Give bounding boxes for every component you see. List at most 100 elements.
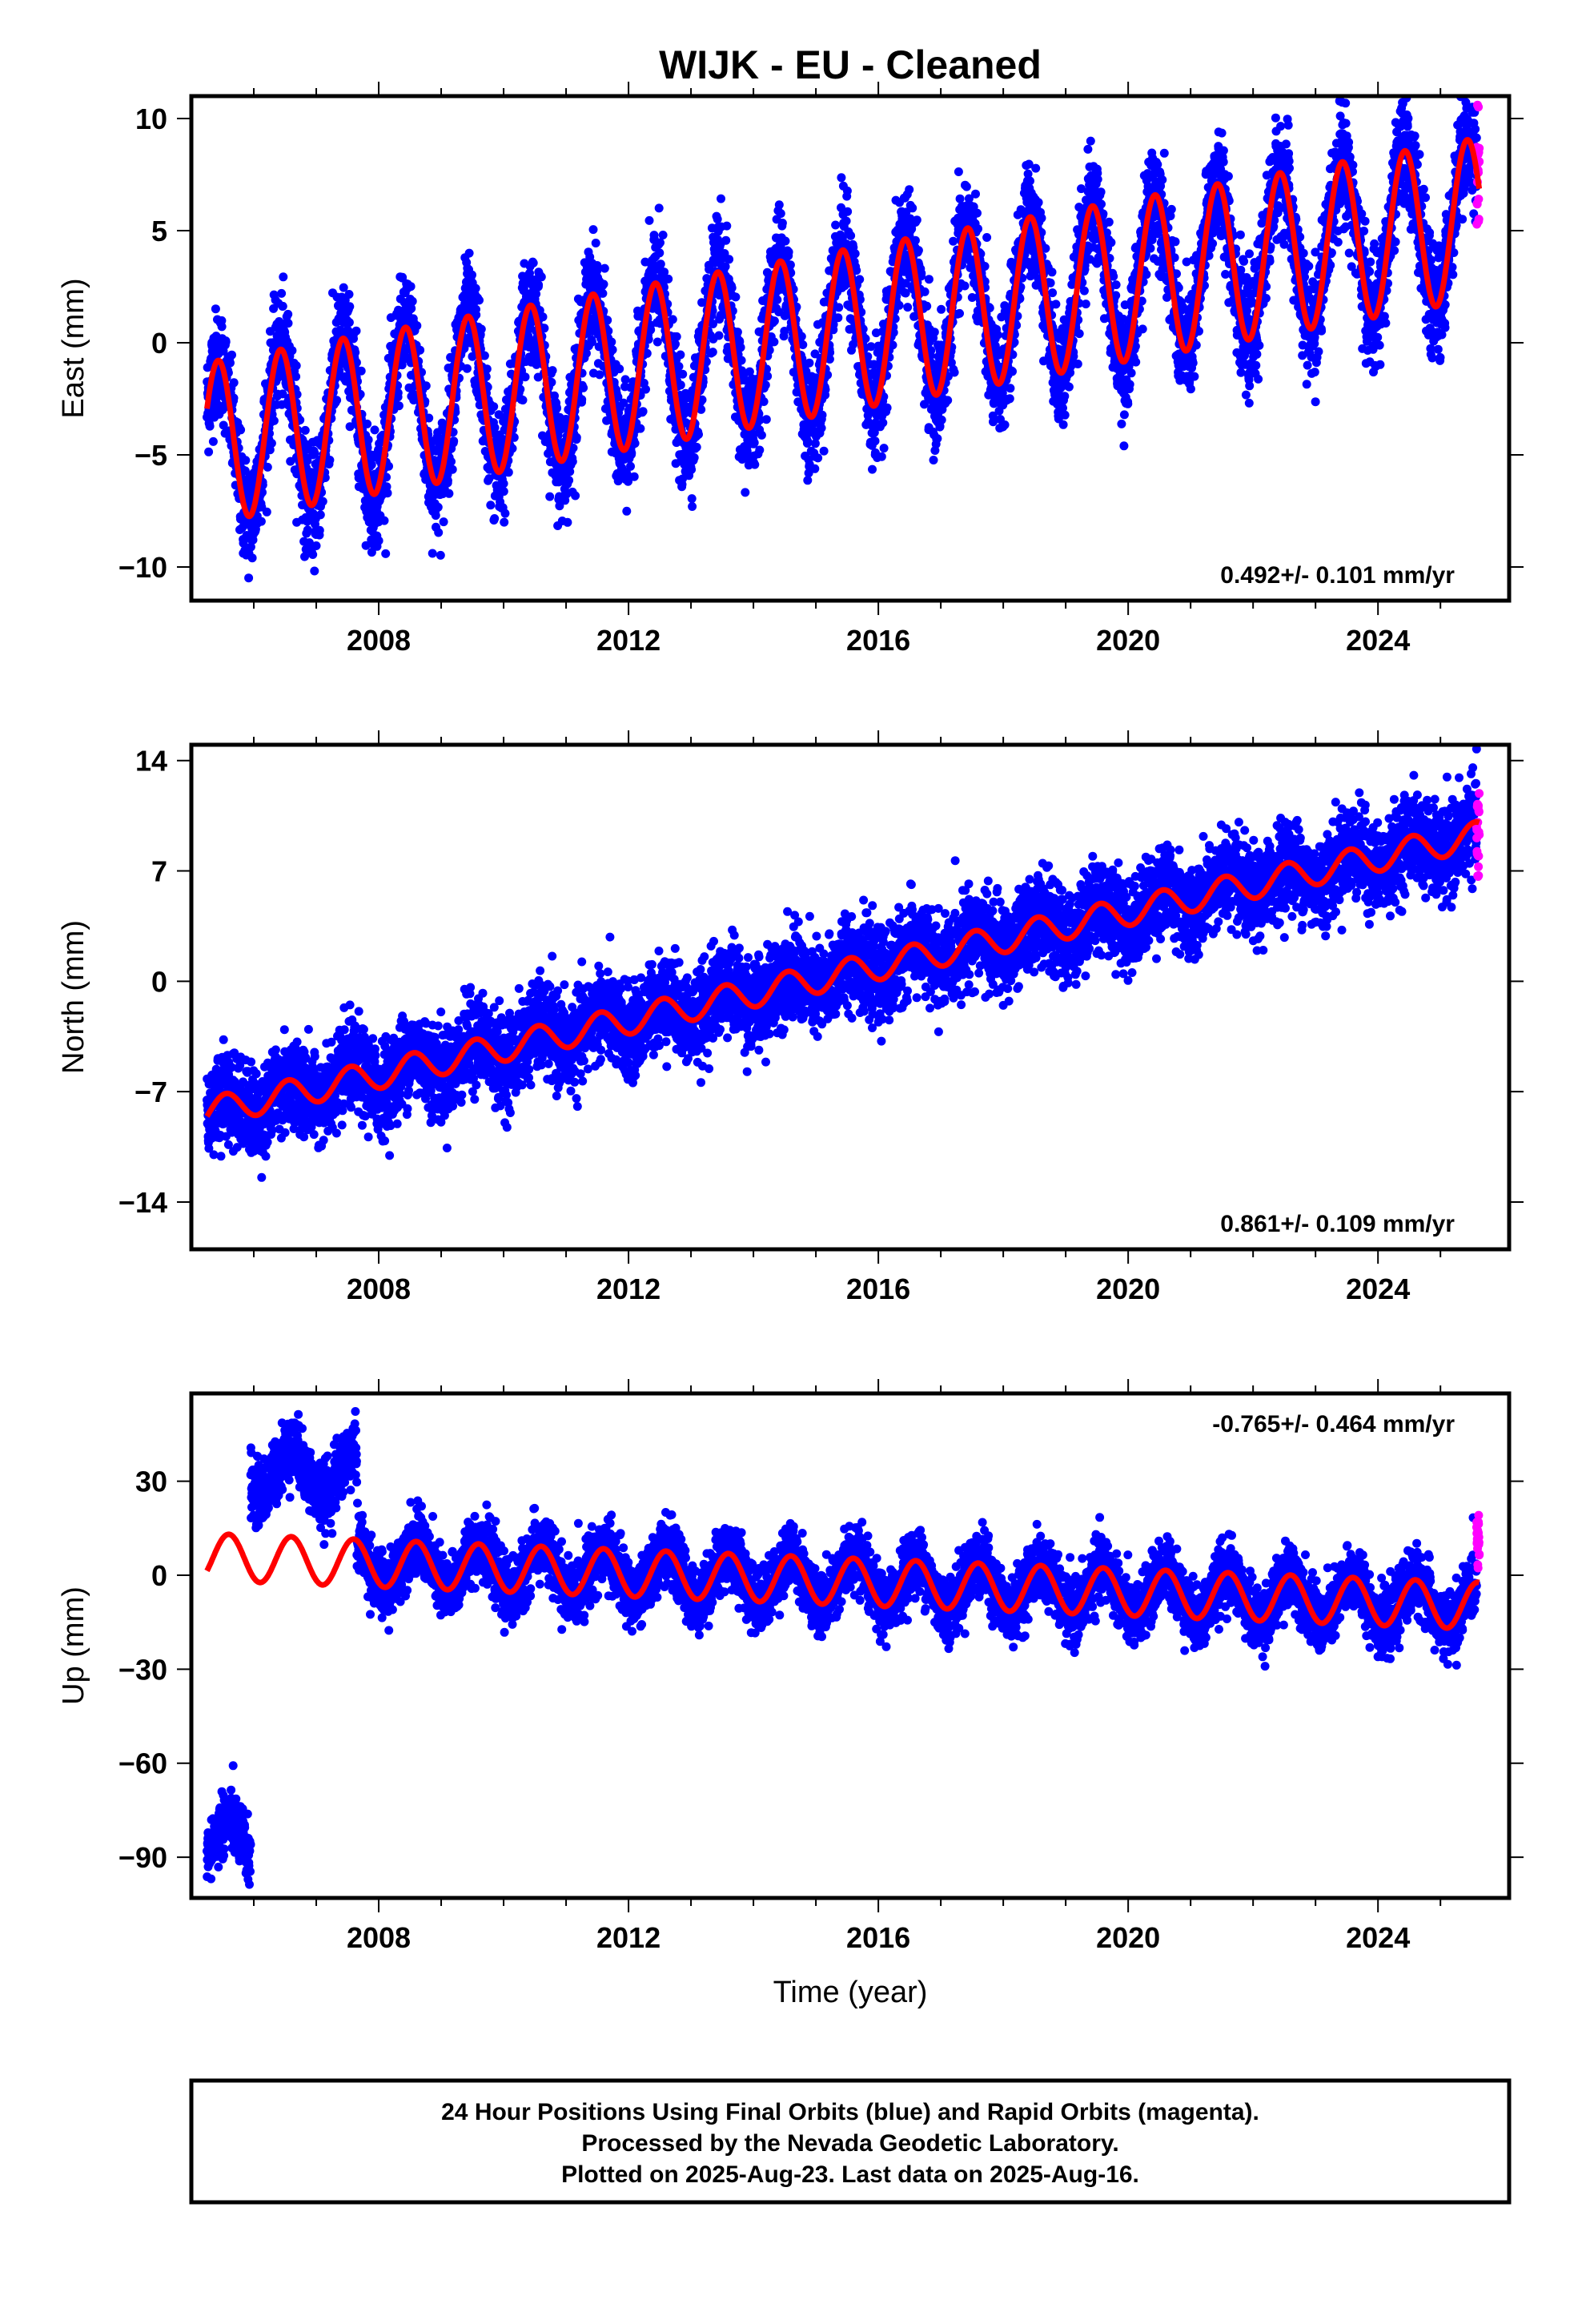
data-point [339,283,348,292]
data-point [287,346,297,356]
data-point [843,207,853,216]
data-point [937,415,946,424]
data-point [211,304,220,314]
y-tick-label: 0 [151,327,167,360]
data-point [351,348,360,357]
data-point [920,287,930,296]
data-point [393,388,403,398]
data-point [774,200,784,210]
data-point [226,358,235,368]
data-point [444,489,454,498]
data-point [598,288,608,298]
data-point [912,215,921,225]
data-point [973,208,982,218]
data-point [532,289,541,299]
data-point [579,383,588,392]
data-point [910,235,920,245]
data-point [408,296,417,306]
data-point [949,236,958,246]
y-axis-label: East (mm) [57,278,90,418]
data-point [678,369,688,379]
data-point [879,444,889,453]
data-point [311,541,321,550]
data-point [468,270,476,279]
data-point [714,331,724,340]
data-point [620,375,630,384]
data-point [428,549,437,558]
data-point [424,413,434,423]
data-point [672,332,681,341]
data-point [262,507,271,517]
data-point [256,517,266,526]
data-point [638,407,648,416]
data-point [381,549,391,558]
data-point [717,194,725,203]
data-point [688,502,697,511]
data-point [676,350,685,360]
data-point [568,456,577,466]
data-point [1037,213,1046,223]
data-point [776,209,785,219]
data-point [436,550,445,560]
data-point [555,501,564,511]
data-point [500,517,509,527]
data-point [367,548,376,557]
data-point [727,283,737,292]
data-point [877,452,886,461]
data-point [749,438,759,448]
data-point [924,275,934,284]
data-point [668,315,677,324]
data-point [277,288,287,298]
data-point [954,167,963,176]
data-point [344,318,354,328]
data-point [205,421,215,431]
data-point [846,231,856,240]
data-point [599,279,608,289]
y-tick-label: 5 [151,215,167,247]
data-point [974,224,982,234]
data-point [499,479,508,489]
data-point [713,215,722,224]
data-point [962,182,971,191]
data-point [971,189,980,199]
data-point [439,517,448,527]
data-point [433,502,443,512]
data-point [955,194,965,203]
data-point [472,310,481,320]
data-point [291,372,301,381]
data-point [351,326,361,336]
data-point [565,467,575,476]
data-point [345,422,355,432]
data-point [937,304,946,314]
data-point [308,550,318,559]
data-point [980,262,990,271]
data-point [803,436,813,446]
data-point [810,464,820,473]
data-point [656,238,665,247]
data-point [310,448,319,458]
data-point [283,309,293,319]
data-point [482,364,492,374]
data-point [540,324,549,333]
data-point [687,464,697,474]
data-point [868,464,877,474]
data-point [291,361,301,371]
data-point [247,553,257,563]
data-point [536,272,546,282]
data-point [615,364,624,374]
data-point [447,456,456,466]
data-point [310,566,319,576]
data-point [819,446,829,456]
data-point [406,282,416,292]
data-point [520,372,530,382]
data-point [676,380,685,390]
data-point [652,337,662,347]
data-point [630,439,640,448]
data-point [908,203,917,213]
data-point [449,436,459,446]
chart-title: WIJK - EU - Cleaned [659,42,1042,87]
data-point [837,173,846,183]
data-point [269,416,279,425]
data-point [708,348,717,357]
